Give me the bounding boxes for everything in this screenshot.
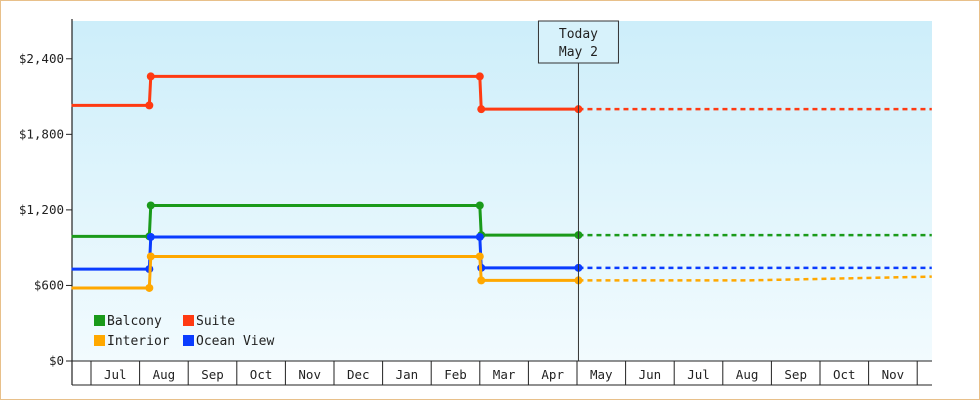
x-tick-label: Oct xyxy=(250,367,273,382)
x-tick-label: Sep xyxy=(201,367,224,382)
legend-label: Balcony xyxy=(107,314,162,329)
x-tick-label: Dec xyxy=(347,367,370,382)
data-point xyxy=(145,283,154,292)
x-tick-label: Nov xyxy=(882,367,905,382)
x-tick-label: Nov xyxy=(298,367,321,382)
x-tick-label: May xyxy=(590,367,613,382)
legend-swatch xyxy=(183,335,194,346)
y-tick-label: $1,200 xyxy=(19,202,64,217)
x-tick-label: Feb xyxy=(444,367,467,382)
today-box xyxy=(537,20,619,64)
today-date: May 2 xyxy=(559,45,598,60)
plot-background xyxy=(72,21,932,361)
today-label: Today xyxy=(559,27,598,42)
x-tick-label: Jun xyxy=(639,367,662,382)
data-point xyxy=(475,252,484,261)
y-tick-label: $0 xyxy=(49,353,64,368)
y-tick-label: $1,800 xyxy=(19,126,64,141)
data-point xyxy=(145,101,154,110)
series-line xyxy=(71,203,579,238)
x-tick-label: Sep xyxy=(784,367,807,382)
series-line xyxy=(71,74,579,111)
x-tick-label: Apr xyxy=(541,367,564,382)
series-line xyxy=(71,254,579,290)
data-point xyxy=(477,105,486,114)
x-tick-label: Aug xyxy=(736,367,759,382)
legend-swatch xyxy=(94,315,105,326)
data-point xyxy=(146,232,155,241)
y-tick-label: $2,400 xyxy=(19,51,64,66)
series-line xyxy=(71,235,579,271)
legend-swatch xyxy=(94,335,105,346)
data-point xyxy=(146,252,155,261)
data-point xyxy=(146,72,155,81)
x-tick-label: Jul xyxy=(104,367,127,382)
data-point xyxy=(146,201,155,210)
data-point xyxy=(475,201,484,210)
data-point xyxy=(477,276,486,285)
x-tick-label: Oct xyxy=(833,367,856,382)
legend-label: Interior xyxy=(107,334,170,349)
x-tick-label: Jan xyxy=(396,367,419,382)
data-point xyxy=(475,72,484,81)
y-tick-label: $600 xyxy=(34,277,64,292)
data-point xyxy=(475,232,484,241)
legend-label: Ocean View xyxy=(196,334,274,349)
series-forecast-line xyxy=(578,275,932,282)
x-tick-label: Aug xyxy=(153,367,176,382)
legend-swatch xyxy=(183,315,194,326)
x-tick-label: Mar xyxy=(493,367,516,382)
legend-label: Suite xyxy=(196,314,235,329)
x-tick-label: Jul xyxy=(687,367,710,382)
